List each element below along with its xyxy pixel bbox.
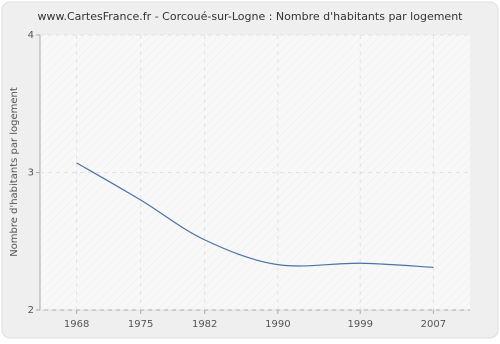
- x-tick-label: 2007: [421, 319, 446, 330]
- x-tick-label: 1968: [64, 319, 89, 330]
- y-tick-label: 4: [28, 30, 34, 41]
- y-tick-label: 3: [28, 168, 34, 179]
- chart-title: www.CartesFrance.fr - Corcoué-sur-Logne …: [38, 10, 464, 23]
- plot-area: [40, 35, 470, 310]
- x-tick-label: 1975: [128, 319, 153, 330]
- x-tick-label: 1990: [265, 319, 290, 330]
- x-tick-label: 1982: [192, 319, 217, 330]
- y-tick-label: 2: [28, 305, 34, 316]
- line: [76, 162, 434, 268]
- y-axis-label: Nombre d'habitants par logement: [9, 87, 20, 257]
- x-tick-label: 1999: [347, 319, 372, 330]
